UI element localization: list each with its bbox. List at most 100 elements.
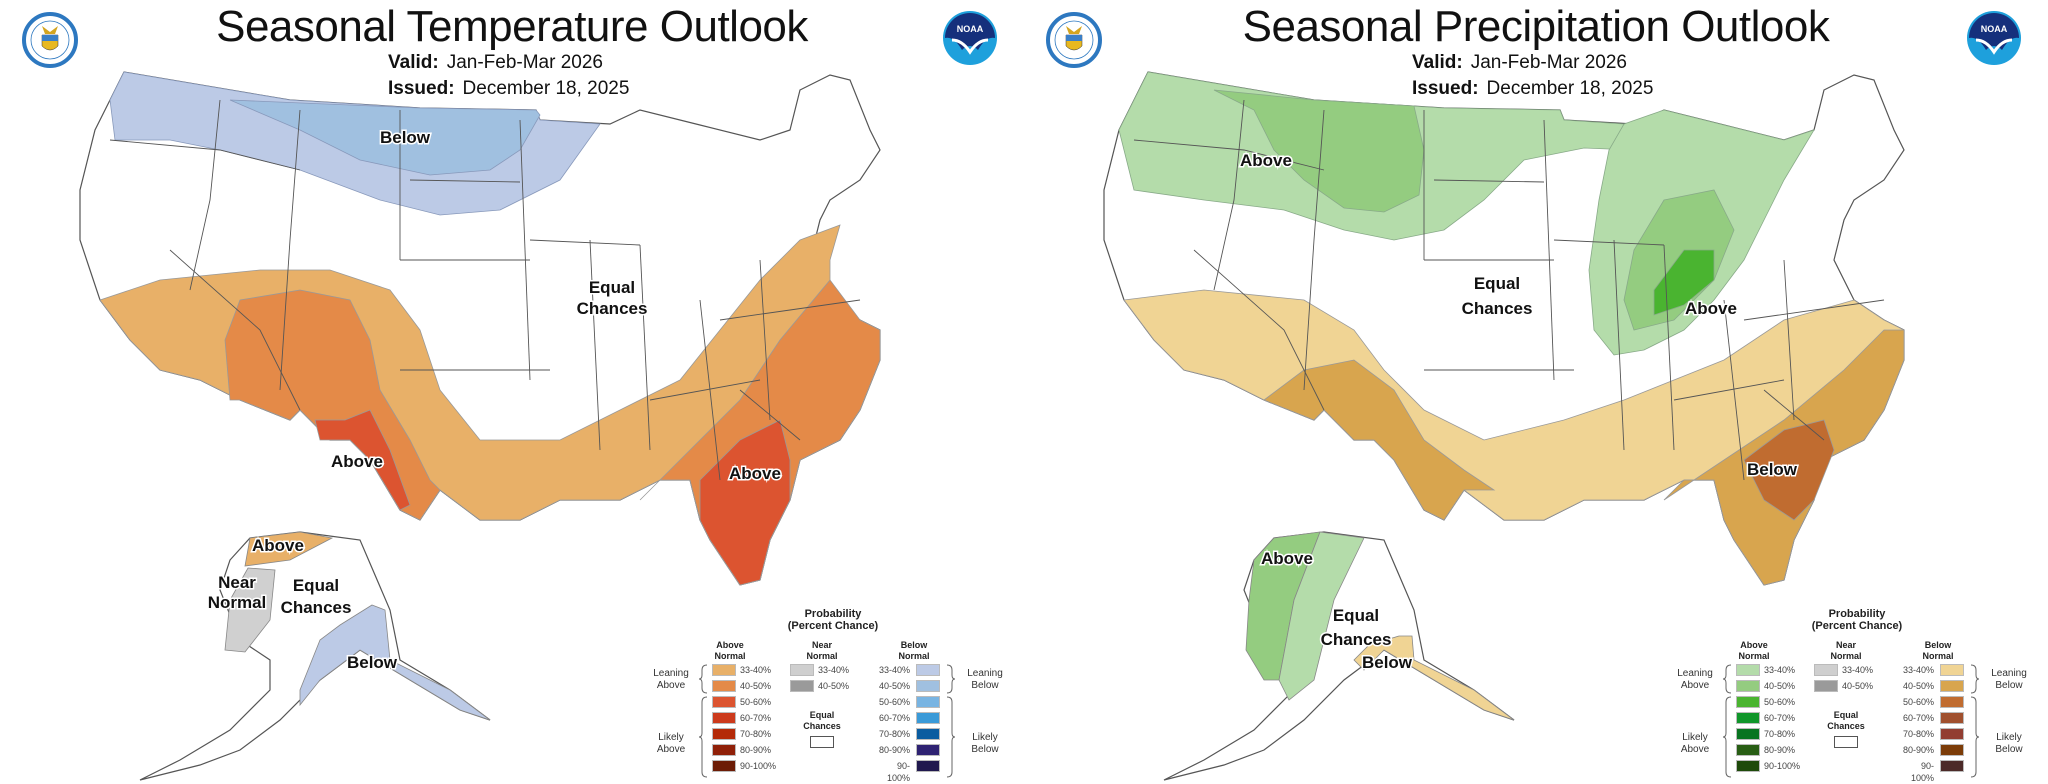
above-swatch <box>712 696 736 708</box>
above-swatch <box>1736 728 1760 740</box>
ak-label-chances: Chances <box>281 598 352 617</box>
likely-above-2: Above <box>1680 744 1710 755</box>
map-label-above-north: Above <box>1240 151 1292 170</box>
near-pct-label: 40-50% <box>1842 681 1874 691</box>
below-pct-label: 50-60% <box>878 697 910 707</box>
below-50-60-region <box>1743 419 1835 521</box>
likely-below-brace <box>946 696 956 778</box>
below-head-1: Below <box>1924 640 1952 650</box>
below-swatch <box>916 696 940 708</box>
near-swatch <box>1814 664 1838 676</box>
equal-head-1: Equal <box>809 710 835 720</box>
leaning-below-brace <box>1970 664 1980 694</box>
probability-legend: Probability (Percent Chance) Above Normal Ne… <box>1672 606 2042 784</box>
below-normal-header: Below Normal <box>894 640 934 662</box>
likely-below-2: Below <box>1995 744 2023 755</box>
ak-label-equal: Equal <box>1333 606 1379 625</box>
alaska-near-normal-region <box>224 567 276 653</box>
above-swatch <box>1736 680 1760 692</box>
leaning-above-2: Above <box>656 680 686 691</box>
above-head-1: Above <box>716 640 744 650</box>
near-swatch <box>790 680 814 692</box>
issued-label: Issued: <box>388 78 455 99</box>
below-swatch <box>1940 744 1964 756</box>
likely-below-brace <box>1970 696 1980 778</box>
valid-value: Jan-Feb-Mar 2026 <box>446 52 603 73</box>
issued-date: Issued: December 18, 2025 <box>1412 76 1653 102</box>
department-of-commerce-seal-icon <box>1046 12 1102 68</box>
equal-head-1: Equal <box>1833 710 1859 720</box>
below-swatch <box>916 728 940 740</box>
ak-label-above: Above <box>1261 549 1313 568</box>
likely-above-label: Likely Above <box>1672 732 1718 756</box>
alaska-above-33-40-region <box>1278 531 1365 701</box>
likely-above-1: Likely <box>1682 732 1708 743</box>
likely-above-2: Above <box>656 744 686 755</box>
below-pct-label: 70-80% <box>1902 729 1934 739</box>
near-pct-label: 33-40% <box>1842 665 1874 675</box>
above-head-2: Normal <box>714 651 746 661</box>
map-label-above-sw: Above <box>331 452 383 471</box>
state-boundaries <box>109 99 861 481</box>
above-swatch <box>1736 696 1760 708</box>
likely-above-1: Likely <box>658 732 684 743</box>
ak-label-normal: Normal <box>208 593 267 612</box>
valid-label: Valid: <box>388 52 439 73</box>
precipitation-map: Above Equal Chances Above Below Above Eq… <box>1103 71 1905 781</box>
above-40-50-north-region <box>1213 89 1425 213</box>
below-pct-label: 33-40% <box>1902 665 1934 675</box>
likely-below-label: Likely Below <box>962 732 1008 756</box>
legend-subtitle: (Percent Chance) <box>1811 620 1903 632</box>
likely-above-brace <box>698 696 708 778</box>
near-pct-label: 33-40% <box>818 665 850 675</box>
below-head-1: Below <box>900 640 928 650</box>
above-pct-label: 50-60% <box>740 697 772 707</box>
above-pct-label: 33-40% <box>1764 665 1796 675</box>
noaa-logo-text: NOAA <box>957 24 984 34</box>
near-head-2: Normal <box>806 651 838 661</box>
legend-title: Probability <box>804 608 862 620</box>
below-head-2: Normal <box>1922 651 1954 661</box>
above-pct-label: 40-50% <box>1764 681 1796 691</box>
above-pct-label: 50-60% <box>1764 697 1796 707</box>
leaning-above-1: Leaning <box>1677 668 1713 679</box>
above-swatch <box>712 728 736 740</box>
leaning-below-2: Below <box>971 680 999 691</box>
leaning-below-1: Leaning <box>967 668 1003 679</box>
alaska-below-region <box>299 604 491 721</box>
equal-chances-header: Equal Chances <box>798 710 846 732</box>
below-swatch <box>1940 680 1964 692</box>
department-of-commerce-seal-icon <box>22 12 78 68</box>
above-swatch <box>712 664 736 676</box>
noaa-logo-icon: NOAA <box>1967 11 2021 65</box>
leaning-below-1: Leaning <box>1991 668 2027 679</box>
above-normal-header: Above Normal <box>710 640 750 662</box>
below-swatch <box>1940 664 1964 676</box>
map-label-chances: Chances <box>1462 299 1533 318</box>
near-normal-header: Near Normal <box>802 640 842 662</box>
below-pct-label: 40-50% <box>1902 681 1934 691</box>
above-swatch <box>1736 744 1760 756</box>
above-pct-label: 33-40% <box>740 665 772 675</box>
ak-label-below: Below <box>1362 653 1413 672</box>
alaska-below-region <box>1353 635 1515 721</box>
below-pct-label: 60-70% <box>1902 713 1934 723</box>
above-pct-label: 60-70% <box>740 713 772 723</box>
state-boundaries <box>1133 99 1885 481</box>
likely-below-label: Likely Below <box>1986 732 2032 756</box>
above-pct-label: 60-70% <box>1764 713 1796 723</box>
precipitation-outlook-panel: NOAA Seasonal Precipitation Outlook Vali… <box>1024 0 2048 784</box>
above-normal-header: Above Normal <box>1734 640 1774 662</box>
above-swatch <box>1736 664 1760 676</box>
above-50-60-se-region <box>699 419 791 586</box>
below-swatch <box>916 760 940 772</box>
valid-value: Jan-Feb-Mar 2026 <box>1470 52 1627 73</box>
map-label-below: Below <box>380 128 431 147</box>
map-label-below-se: Below <box>1747 460 1798 479</box>
below-normal-header: Below Normal <box>1918 640 1958 662</box>
below-pct-label: 40-50% <box>878 681 910 691</box>
noaa-logo-icon: NOAA <box>943 11 997 65</box>
below-pct-label: 33-40% <box>878 665 910 675</box>
legend-title: Probability <box>1828 608 1886 620</box>
leaning-above-brace <box>698 664 708 694</box>
